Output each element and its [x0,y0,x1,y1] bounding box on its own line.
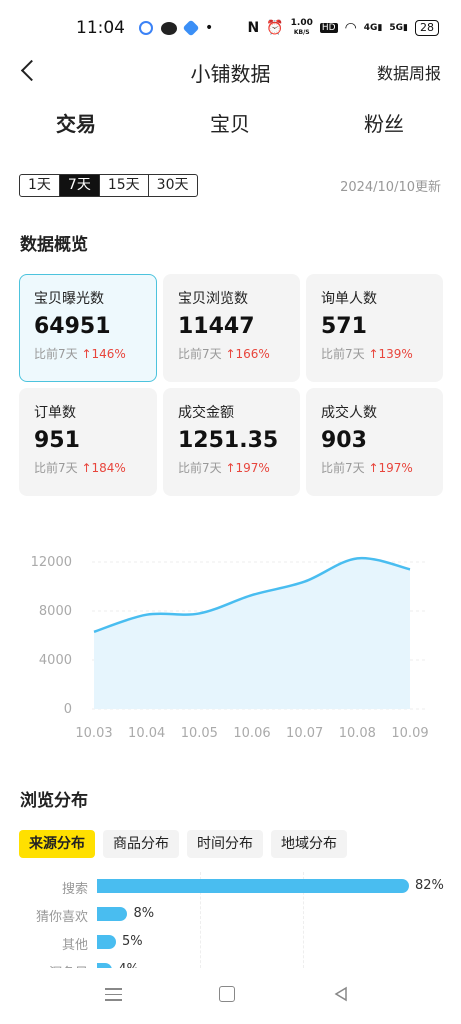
distribution-bar [97,879,409,893]
y-tick-label: 12000 [31,555,72,570]
distribution-label: 搜索 [61,882,88,897]
distribution-value: 5% [122,934,143,949]
y-tick-label: 8000 [39,604,72,619]
tab-time[interactable]: 时间分布 [187,830,263,858]
distribution-label: 其他 [61,938,88,953]
distribution-value: 82% [415,878,444,893]
signal-2-icon: 5G▮ [389,23,408,33]
grid-line [199,872,201,968]
overview-title: 数据概览 [20,235,88,255]
card-orders[interactable]: 订单数 951 比前7天 ↑184% [19,388,157,496]
card-exposure[interactable]: 宝贝曝光数 64951 比前7天 ↑146% [19,274,157,382]
distribution-title: 浏览分布 [20,791,88,811]
up-arrow-icon: ↑ [77,347,92,361]
up-arrow-icon: ↑ [364,347,379,361]
page-title: 小铺数据 [190,62,271,86]
overview-cards: 宝贝曝光数 64951 比前7天 ↑146% 宝贝浏览数 11447 比前7天 … [19,274,443,496]
weekly-report-link[interactable]: 数据周报 [376,64,441,83]
range-30d[interactable]: 30天 [156,177,189,193]
y-tick-label: 0 [64,702,72,717]
up-arrow-icon: ↑ [364,461,379,475]
battery-icon: 28 [415,20,439,36]
y-tick-label: 4000 [39,653,72,668]
distribution-value: 4% [118,962,139,968]
home-icon[interactable] [219,986,235,1002]
hd-icon: HD [319,23,338,33]
tab-trade[interactable]: 交易 [54,112,98,136]
header: 小铺数据 数据周报 [0,52,461,92]
update-timestamp: 2024/10/10更新 [340,180,441,195]
system-nav-bar [0,968,461,1024]
up-arrow-icon: ↑ [221,347,236,361]
back-triangle-icon[interactable] [333,986,349,1002]
trend-chart[interactable]: 0 4000 8000 12000 10.03 10.04 10.05 10.06 10.07 1… [0,540,461,750]
x-tick-label: 10.06 [233,726,270,741]
main-tabs: 交易 宝贝 粉丝 [0,108,461,148]
alarm-icon: ⏰ [266,20,284,36]
series-line [93,556,411,634]
range-selector: 1天 7天 15天 30天 [19,174,198,197]
distribution-bar [97,935,117,949]
card-gmv[interactable]: 成交金额 1251.35 比前7天 ↑197% [163,388,300,496]
wechat-icon [161,21,177,35]
status-bar: 11:04 • N ⏰ 1.00 KB/S HD ◠ 4G▮ 5G▮ 28 [0,0,461,56]
x-tick-label: 10.08 [339,726,376,741]
distribution-tabs: 来源分布 商品分布 时间分布 地域分布 [19,830,347,858]
card-views[interactable]: 宝贝浏览数 11447 比前7天 ↑166% [163,274,300,382]
distribution-bar [97,963,113,968]
card-buyers[interactable]: 成交人数 903 比前7天 ↑197% [306,388,443,496]
tab-fans[interactable]: 粉丝 [364,112,404,136]
tab-region[interactable]: 地域分布 [271,830,347,858]
distribution-row: 沉条目 4% [0,960,461,968]
distribution-value: 8% [133,906,155,921]
up-arrow-icon: ↑ [221,461,236,475]
distribution-row: 搜索 82% [0,876,461,897]
signal-1-icon: 4G▮ [363,23,383,33]
distribution-label: 猜你喜欢 [35,910,88,925]
app-notification-icon [139,21,153,35]
menu-icon[interactable] [105,988,122,1002]
card-inquiries[interactable]: 询单人数 571 比前7天 ↑139% [306,274,443,382]
series-area [94,558,410,709]
distribution-bar [97,907,128,921]
grid-line [302,872,304,968]
network-speed: 1.00 KB/S [290,18,313,37]
wifi-icon: ◠ [344,20,357,36]
x-tick-label: 10.09 [391,726,428,741]
range-15d[interactable]: 15天 [100,175,149,196]
status-time: 11:04 [76,18,125,38]
dot-icon: • [205,20,214,36]
source-distribution-chart: 搜索 82% 猜你喜欢 8% 其他 5% 沉条目 4% [0,872,461,968]
tab-product[interactable]: 商品分布 [103,830,179,858]
up-arrow-icon: ↑ [77,461,92,475]
x-tick-label: 10.07 [286,726,323,741]
tab-items[interactable]: 宝贝 [210,112,250,136]
range-7d[interactable]: 7天 [59,175,100,196]
app-icon [182,19,200,37]
x-tick-label: 10.04 [128,726,165,741]
tab-source[interactable]: 来源分布 [19,830,95,858]
x-tick-label: 10.05 [181,726,218,741]
distribution-label: 沉条目 [49,962,88,968]
distribution-row: 其他 5% [0,932,461,953]
distribution-row: 猜你喜欢 8% [0,904,461,925]
x-tick-label: 10.03 [75,726,112,741]
range-1d[interactable]: 1天 [20,175,60,196]
nfc-icon: N [247,20,260,36]
